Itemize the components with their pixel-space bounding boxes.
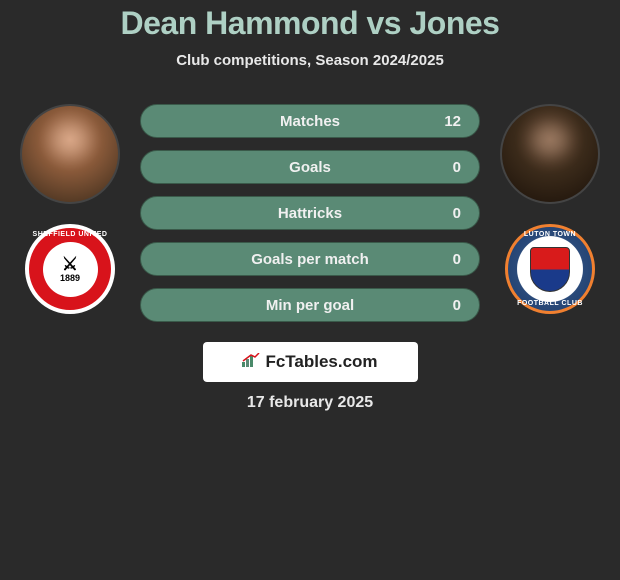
- main-row: SHEFFIELD UNITED ⚔ 1889 Matches 12 Goals…: [0, 104, 620, 322]
- stat-value: 0: [453, 205, 461, 222]
- stat-value: 0: [453, 297, 461, 314]
- subtitle: Club competitions, Season 2024/2025: [0, 52, 620, 69]
- player-left-avatar: [20, 104, 120, 204]
- badge-left-year: 1889: [60, 273, 80, 283]
- left-column: SHEFFIELD UNITED ⚔ 1889: [15, 104, 125, 314]
- stat-label: Goals: [289, 159, 331, 176]
- club-badge-left: SHEFFIELD UNITED ⚔ 1889: [25, 224, 115, 314]
- date-text: 17 february 2025: [0, 394, 620, 412]
- stat-bar-min-per-goal: Min per goal 0: [140, 288, 480, 322]
- right-column: LUTON TOWN FOOTBALL CLUB: [495, 104, 605, 314]
- stat-bar-hattricks: Hattricks 0: [140, 196, 480, 230]
- badge-right-top-text: LUTON TOWN: [524, 231, 576, 238]
- badge-left-ring-text: SHEFFIELD UNITED: [33, 231, 108, 238]
- stat-value: 0: [453, 251, 461, 268]
- stat-bar-goals: Goals 0: [140, 150, 480, 184]
- stat-label: Hattricks: [278, 205, 342, 222]
- swords-icon: ⚔: [62, 255, 78, 273]
- chart-icon: [242, 353, 260, 372]
- stat-label: Min per goal: [266, 297, 354, 314]
- stat-value: 12: [444, 113, 461, 130]
- club-badge-right: LUTON TOWN FOOTBALL CLUB: [505, 224, 595, 314]
- page-title: Dean Hammond vs Jones: [0, 5, 620, 42]
- brand-box[interactable]: FcTables.com: [203, 342, 418, 382]
- brand-text: FcTables.com: [265, 352, 377, 372]
- stat-bar-matches: Matches 12: [140, 104, 480, 138]
- stat-value: 0: [453, 159, 461, 176]
- player-right-avatar: [500, 104, 600, 204]
- badge-right-bottom-text: FOOTBALL CLUB: [517, 300, 583, 307]
- stat-label: Matches: [280, 113, 340, 130]
- badge-right-shield: [530, 247, 570, 292]
- comparison-card: Dean Hammond vs Jones Club competitions,…: [0, 0, 620, 412]
- badge-left-inner: ⚔ 1889: [43, 242, 98, 297]
- stat-label: Goals per match: [251, 251, 369, 268]
- stats-column: Matches 12 Goals 0 Hattricks 0 Goals per…: [140, 104, 480, 322]
- stat-bar-goals-per-match: Goals per match 0: [140, 242, 480, 276]
